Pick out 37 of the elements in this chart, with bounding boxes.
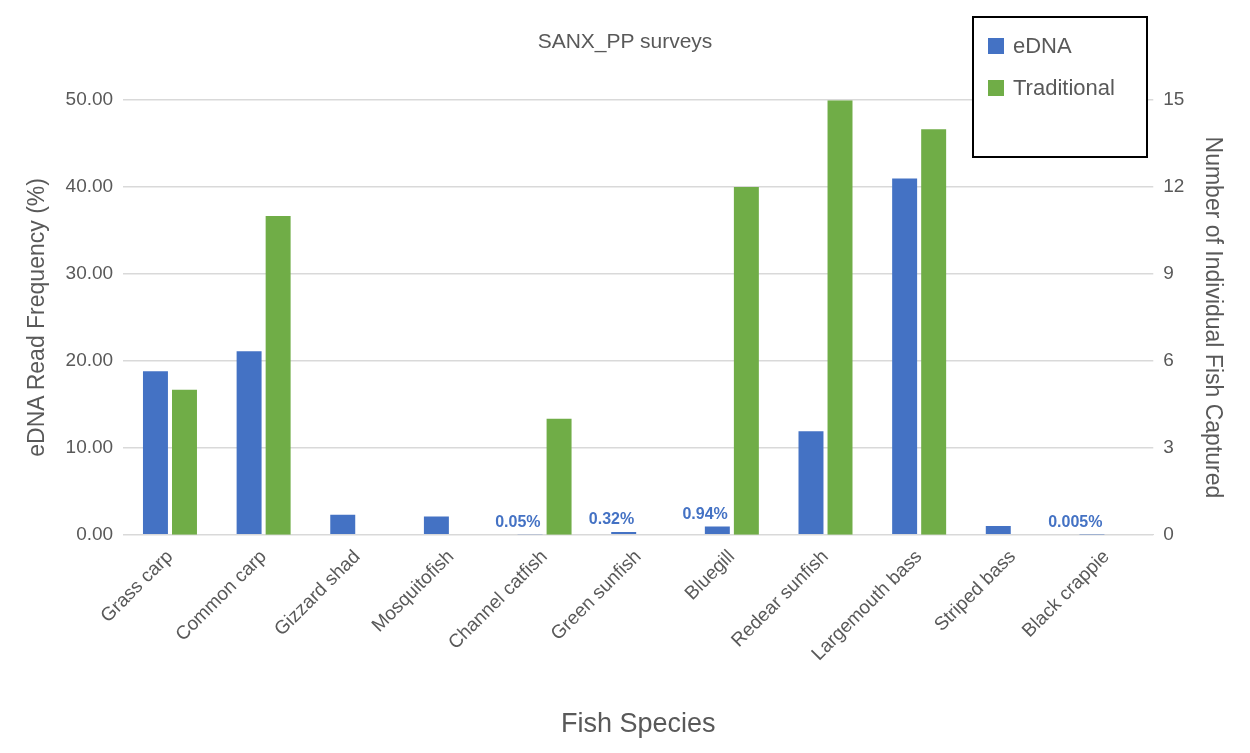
y2-tick-label: 3 <box>1163 436 1174 458</box>
bar <box>892 178 918 534</box>
bar <box>798 431 824 534</box>
y-tick-label: 40.00 <box>65 175 114 197</box>
x-axis-title: Fish Species <box>560 708 716 739</box>
y-axis-title: eDNA Read Frequency (%) <box>23 178 50 457</box>
bar <box>330 514 356 534</box>
bar <box>423 516 449 534</box>
bar <box>172 389 197 535</box>
bar <box>985 525 1011 534</box>
bar <box>704 526 730 534</box>
chart-title: SANX_PP surveys <box>537 29 713 54</box>
bar <box>265 216 291 535</box>
y2-tick-label: 12 <box>1163 175 1185 197</box>
y-tick-label: 0.00 <box>76 522 114 544</box>
y-tick-label: 50.00 <box>65 88 114 110</box>
data-label: 0.32% <box>588 510 635 528</box>
legend-label: Traditional <box>1013 75 1115 101</box>
bar <box>733 187 759 535</box>
y2-tick-label: 9 <box>1163 262 1174 284</box>
y2-tick-label: 0 <box>1163 522 1174 544</box>
bar <box>236 351 262 534</box>
y2-tick-label: 6 <box>1163 349 1174 371</box>
bar <box>827 100 853 535</box>
y-tick-label: 20.00 <box>65 349 114 371</box>
bar <box>142 371 168 534</box>
y2-axis-title: Number of Individual Fish Captured <box>1200 136 1227 499</box>
data-label: 0.05% <box>495 512 541 530</box>
data-label: 0.94% <box>682 504 728 522</box>
bar <box>921 129 947 535</box>
y-tick-label: 30.00 <box>65 262 114 284</box>
legend-label: eDNA <box>1013 33 1073 59</box>
y2-tick-label: 15 <box>1163 88 1185 110</box>
data-label: 0.005% <box>1048 513 1103 531</box>
bar <box>546 418 572 535</box>
bar <box>611 531 637 534</box>
y-tick-label: 10.00 <box>65 436 114 458</box>
